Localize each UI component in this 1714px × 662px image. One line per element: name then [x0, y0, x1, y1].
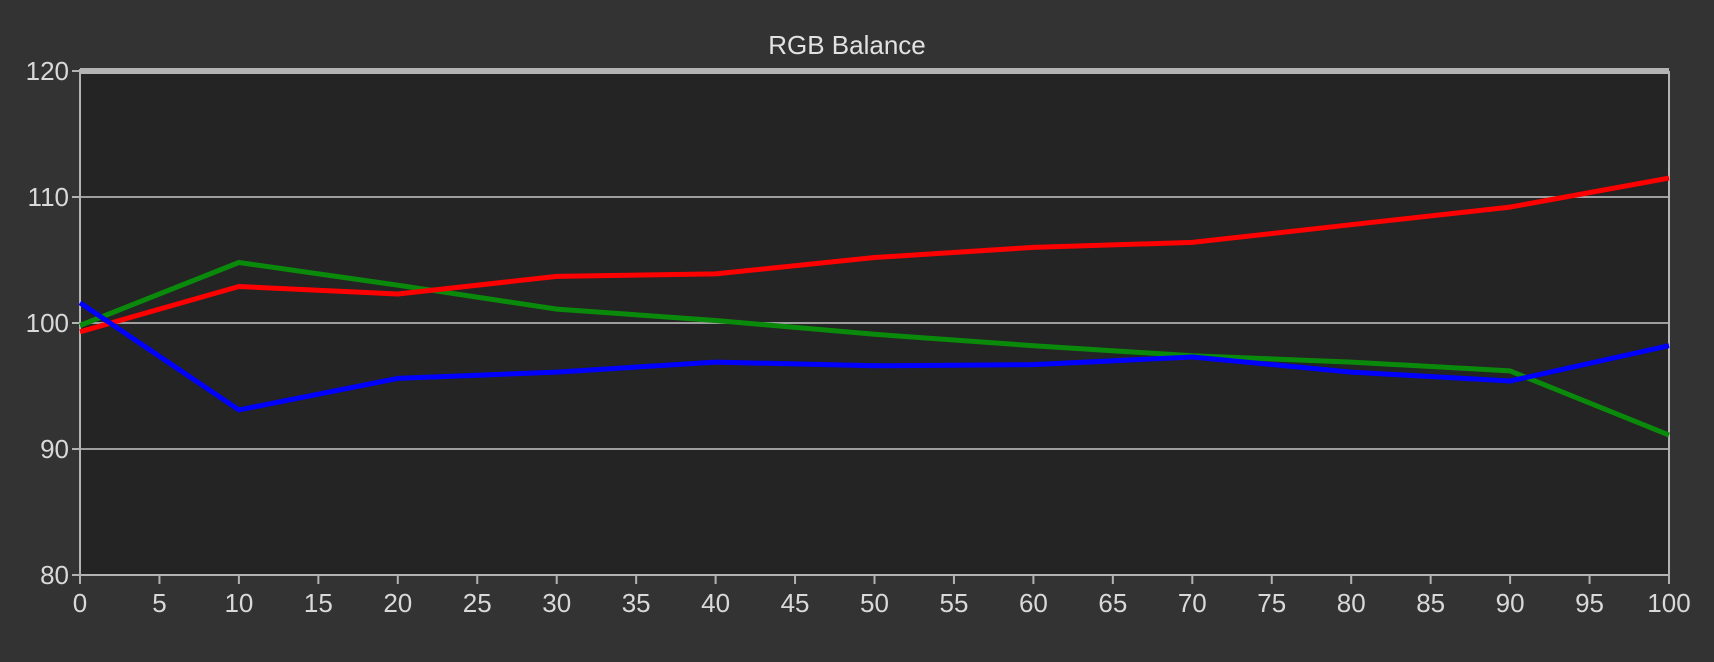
x-tick-label-0: 0: [73, 588, 87, 618]
x-tick-label-15: 15: [304, 588, 333, 618]
y-tick-label-120: 120: [26, 56, 69, 86]
y-tick-label-80: 80: [40, 560, 69, 590]
x-tick-label-75: 75: [1257, 588, 1286, 618]
x-tick-label-70: 70: [1178, 588, 1207, 618]
series-line-blue: [78, 300, 1670, 413]
x-tick-label-90: 90: [1496, 588, 1525, 618]
x-tick-label-40: 40: [701, 588, 730, 618]
series-line-green: [79, 260, 1670, 438]
chart-title: RGB Balance: [768, 30, 926, 60]
x-tick-label-95: 95: [1575, 588, 1604, 618]
x-tick-label-35: 35: [622, 588, 651, 618]
x-tick-label-5: 5: [152, 588, 166, 618]
x-tick-label-50: 50: [860, 588, 889, 618]
x-tick-label-20: 20: [383, 588, 412, 618]
x-tick-label-25: 25: [463, 588, 492, 618]
x-tick-label-85: 85: [1416, 588, 1445, 618]
x-tick-label-100: 100: [1647, 588, 1690, 618]
x-tick-label-55: 55: [939, 588, 968, 618]
x-tick-label-10: 10: [224, 588, 253, 618]
x-tick-label-80: 80: [1337, 588, 1366, 618]
x-tick-label-30: 30: [542, 588, 571, 618]
x-tick-label-65: 65: [1098, 588, 1127, 618]
series-line-red: [79, 175, 1670, 335]
x-tick-label-60: 60: [1019, 588, 1048, 618]
y-tick-label-110: 110: [28, 182, 69, 212]
y-tick-label-100: 100: [26, 308, 69, 338]
x-tick-label-45: 45: [781, 588, 810, 618]
y-tick-label-90: 90: [40, 434, 69, 464]
